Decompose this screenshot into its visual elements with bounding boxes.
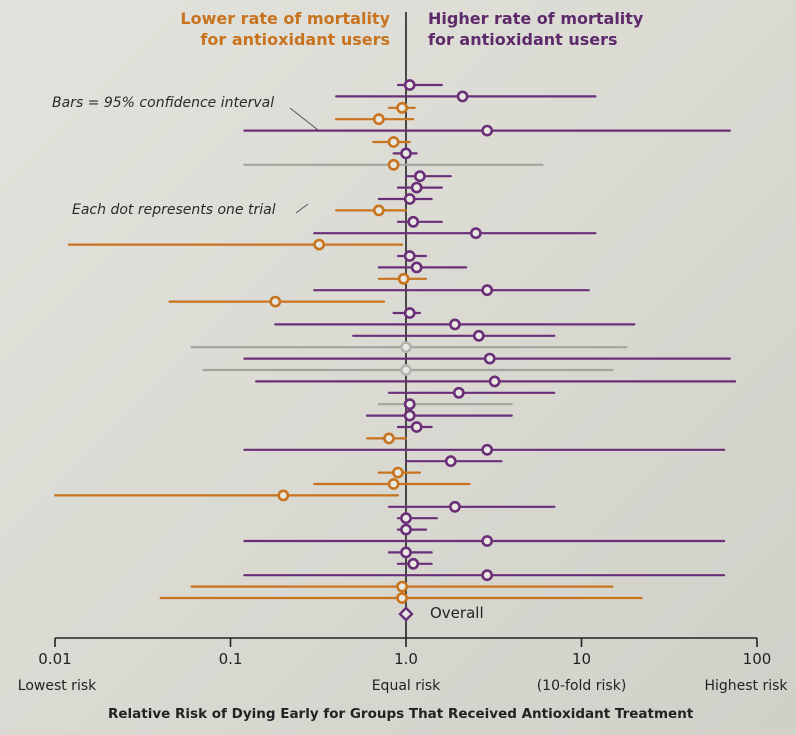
trial-dot (481, 535, 494, 547)
trial-dot (403, 307, 416, 319)
trial-dot (481, 124, 494, 137)
trial-dot (407, 557, 420, 570)
x-tick-label: 100 (742, 650, 772, 668)
trial-dot (444, 455, 457, 468)
trial-dot (410, 261, 423, 274)
trial-dot (403, 79, 416, 91)
x-axis-title: Relative Risk of Dying Early for Groups … (108, 706, 694, 722)
trial-dot (403, 398, 416, 411)
higher-header-line1: Higher rate of mortality (428, 9, 644, 28)
trial-dot (488, 375, 501, 388)
trial-dot (449, 318, 461, 331)
dot-annotation-pointer (295, 203, 309, 214)
trial-dot (383, 432, 395, 445)
trial-dot (452, 386, 465, 399)
trial-dot (403, 409, 416, 422)
trial-dot (392, 466, 404, 479)
x-tick-label: 10 (571, 650, 592, 668)
lower-header-line2: for antioxidant users (200, 30, 390, 49)
trial-dot (396, 101, 408, 114)
trial-dot (481, 569, 494, 582)
trial-dot (407, 215, 420, 228)
trial-dot (396, 592, 408, 604)
x-tick-label: 1.0 (394, 650, 418, 668)
confidence-interval-annotation: Bars = 95% confidence interval (52, 95, 275, 111)
trial-dot (400, 364, 412, 376)
trial-dot (277, 489, 290, 502)
x-tick-sublabel: Lowest risk (17, 678, 97, 694)
trial-dot (481, 284, 494, 297)
x-tick-sublabel: Highest risk (704, 678, 788, 694)
trial-dot (483, 352, 496, 365)
higher-mortality-header: Higher rate of mortality for antioxidant… (428, 8, 643, 50)
higher-header-line2: for antioxidant users (428, 30, 618, 49)
trial-dot (400, 341, 412, 354)
trial-dot (400, 523, 412, 536)
overall-diamond (398, 606, 414, 622)
trial-dot (387, 158, 400, 171)
trial-dot (403, 193, 416, 205)
trial-dot (410, 421, 423, 433)
trial-dot (372, 204, 385, 217)
trial-dot (400, 512, 412, 525)
trial-dot (410, 181, 423, 194)
trial-dot (387, 478, 400, 490)
trial-dot (372, 113, 385, 126)
confidence-annotation-pointer (289, 107, 319, 131)
trial-dot (413, 170, 426, 183)
x-tick-sublabel: Equal risk (371, 678, 441, 694)
trial-dot (396, 580, 408, 593)
lower-mortality-header: Lower rate of mortality for antioxidant … (180, 8, 390, 50)
trial-dot (449, 500, 461, 513)
trial-dot (481, 443, 494, 456)
trial-dot-annotation: Each dot represents one trial (72, 202, 276, 218)
overall-label: Overall (430, 604, 484, 622)
trial-dot (400, 147, 412, 160)
lower-header-line1: Lower rate of mortality (180, 9, 390, 28)
trial-dot (456, 90, 469, 103)
trial-dot (400, 546, 412, 559)
trial-dot (397, 272, 410, 285)
x-tick-label: 0.01 (38, 650, 72, 668)
x-tick-label: 0.1 (218, 650, 243, 668)
trial-dot (469, 227, 482, 240)
trial-dot (313, 238, 326, 251)
trial-dot (403, 250, 416, 262)
trial-dot (472, 329, 485, 342)
x-tick-sublabel: (10-fold risk) (536, 678, 627, 694)
trial-dot (269, 295, 282, 308)
trial-dot (387, 136, 400, 148)
